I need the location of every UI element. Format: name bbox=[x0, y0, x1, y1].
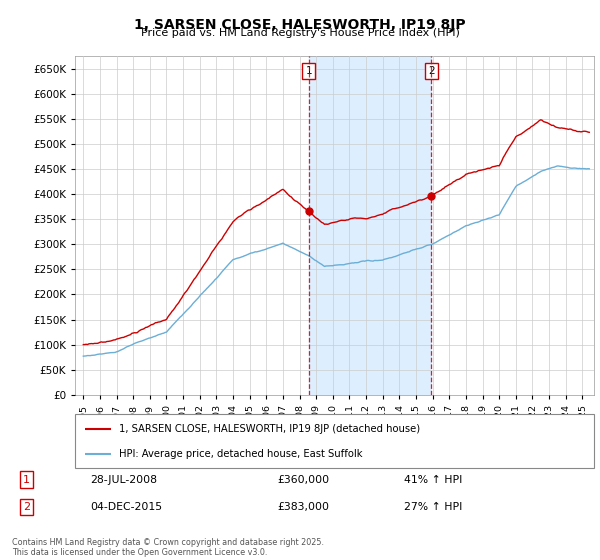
Text: 28-JUL-2008: 28-JUL-2008 bbox=[90, 474, 157, 484]
Text: Contains HM Land Registry data © Crown copyright and database right 2025.
This d: Contains HM Land Registry data © Crown c… bbox=[12, 538, 324, 557]
Text: 2: 2 bbox=[428, 66, 434, 76]
Text: 41% ↑ HPI: 41% ↑ HPI bbox=[404, 474, 462, 484]
Text: 1: 1 bbox=[305, 66, 312, 76]
Text: £360,000: £360,000 bbox=[277, 474, 329, 484]
Text: 1, SARSEN CLOSE, HALESWORTH, IP19 8JP: 1, SARSEN CLOSE, HALESWORTH, IP19 8JP bbox=[134, 18, 466, 32]
Text: 1, SARSEN CLOSE, HALESWORTH, IP19 8JP (detached house): 1, SARSEN CLOSE, HALESWORTH, IP19 8JP (d… bbox=[119, 424, 420, 435]
Text: 27% ↑ HPI: 27% ↑ HPI bbox=[404, 502, 462, 512]
Text: 04-DEC-2015: 04-DEC-2015 bbox=[90, 502, 162, 512]
Bar bbox=[309, 56, 431, 395]
FancyBboxPatch shape bbox=[75, 414, 594, 468]
Text: 2: 2 bbox=[23, 502, 30, 512]
Text: £383,000: £383,000 bbox=[277, 502, 329, 512]
Text: Price paid vs. HM Land Registry's House Price Index (HPI): Price paid vs. HM Land Registry's House … bbox=[140, 28, 460, 38]
Text: 1: 1 bbox=[23, 474, 30, 484]
Text: HPI: Average price, detached house, East Suffolk: HPI: Average price, detached house, East… bbox=[119, 449, 362, 459]
